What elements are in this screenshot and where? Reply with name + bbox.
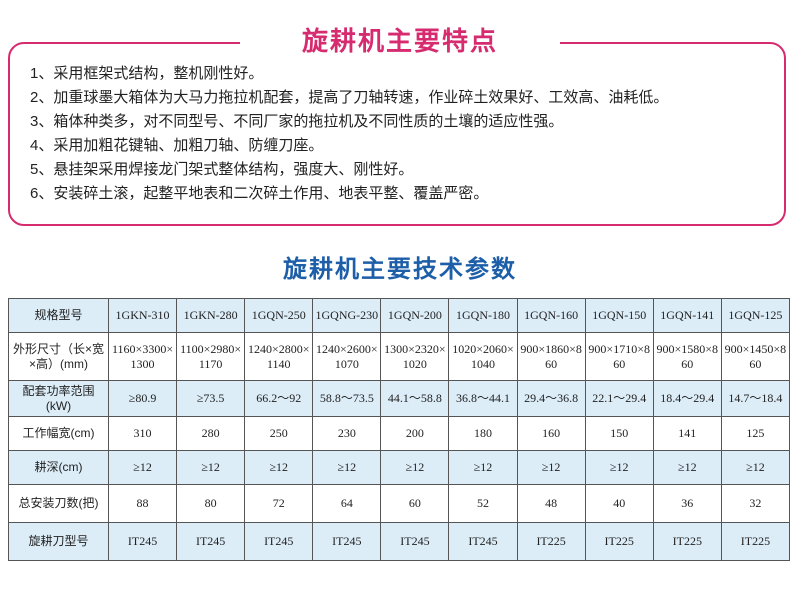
table-cell: 1300×2320×1020 xyxy=(380,332,450,381)
table-cell: 88 xyxy=(107,484,178,523)
table-cell: 900×1580×860 xyxy=(652,332,722,381)
table-cell: 1240×2600×1070 xyxy=(312,332,382,381)
table-cell: 280 xyxy=(176,416,246,451)
table-cell: ≥12 xyxy=(448,450,518,485)
table-cell: 1GQNG-230 xyxy=(312,298,382,333)
table-cell: 900×1710×860 xyxy=(584,332,654,381)
table-row: 规格型号 1GKN-310 1GKN-280 1GQN-250 1GQNG-230 1GQ… xyxy=(8,298,791,333)
table-cell: 1GKN-280 xyxy=(176,298,246,333)
table-cell: 36.8～44.1 xyxy=(448,380,518,417)
table-row: 工作幅宽(cm) 310 280 250 230 200 180 160 150 141 125 xyxy=(8,416,791,451)
feature-item: 2、加重球墨大箱体为大马力拖拉机配套，提高了刀轴转速，作业碎土效果好、工效高、油… xyxy=(30,89,669,106)
table-cell: 1100×2980×1170 xyxy=(176,332,246,381)
table-cell: ≥12 xyxy=(312,450,382,485)
row-label: 工作幅宽(cm) xyxy=(8,416,109,451)
table-cell: 32 xyxy=(720,484,791,523)
table-cell: 1GQN-125 xyxy=(720,298,791,333)
row-label: 耕深(cm) xyxy=(8,450,109,485)
row-label: 规格型号 xyxy=(8,298,109,333)
table-cell: 230 xyxy=(312,416,382,451)
specs-title: 旋耕机主要技术参数 xyxy=(283,254,517,283)
table-cell: 250 xyxy=(244,416,314,451)
table-cell: 900×1450×860 xyxy=(720,332,791,381)
table-cell: 64 xyxy=(312,484,382,523)
table-cell: 310 xyxy=(107,416,178,451)
table-cell: 14.7～18.4 xyxy=(720,380,791,417)
table-cell: 1240×2800×1140 xyxy=(244,332,314,381)
table-row: 旋耕刀型号 IT245 IT245 IT245 IT245 IT245 IT245 IT225… xyxy=(8,522,791,561)
table-row: 耕深(cm) ≥12 ≥12 ≥12 ≥12 ≥12 ≥12 ≥12 ≥12 ≥12 ≥12 xyxy=(8,450,791,485)
table-cell: 1020×2060×1040 xyxy=(448,332,518,381)
table-cell: 180 xyxy=(448,416,518,451)
table-cell: 48 xyxy=(516,484,586,523)
table-cell: ≥12 xyxy=(244,450,314,485)
table-cell: ≥12 xyxy=(516,450,586,485)
table-cell: 18.4～29.4 xyxy=(652,380,722,417)
table-cell: 1GQN-141 xyxy=(652,298,722,333)
table-cell: 66.2～92 xyxy=(244,380,314,417)
row-label: 外形尺寸（长×宽×高）(mm) xyxy=(8,332,109,381)
feature-item: 3、箱体种类多，对不同型号、不同厂家的拖拉机及不同性质的土壤的适应性强。 xyxy=(30,113,564,130)
table-row: 配套功率范围(kW) ≥80.9 ≥73.5 66.2～92 58.8～73.5 44.1… xyxy=(8,380,791,417)
table-cell: 125 xyxy=(720,416,791,451)
table-cell: 29.4～36.8 xyxy=(516,380,586,417)
table-cell: IT245 xyxy=(448,522,518,561)
table-cell: 52 xyxy=(448,484,518,523)
table-cell: IT245 xyxy=(176,522,246,561)
table-cell: 40 xyxy=(584,484,654,523)
feature-item: 6、安装碎土滚，起整平地表和二次碎土作用、地表平整、覆盖严密。 xyxy=(30,185,489,202)
table-cell: IT245 xyxy=(312,522,382,561)
table-cell: IT225 xyxy=(584,522,654,561)
table-cell: 160 xyxy=(516,416,586,451)
table-cell: 60 xyxy=(380,484,450,523)
feature-item: 4、采用加粗花键轴、加粗刀轴、防缠刀座。 xyxy=(30,137,324,154)
table-cell: 58.8～73.5 xyxy=(312,380,382,417)
table-cell: 1GQN-250 xyxy=(244,298,314,333)
table-cell: 80 xyxy=(176,484,246,523)
table-cell: IT245 xyxy=(380,522,450,561)
table-cell: ≥80.9 xyxy=(107,380,178,417)
feature-item: 1、采用框架式结构，整机刚性好。 xyxy=(30,65,264,82)
table-cell: 1GQN-160 xyxy=(516,298,586,333)
table-cell: ≥12 xyxy=(107,450,178,485)
table-cell: IT225 xyxy=(516,522,586,561)
table-cell: ≥12 xyxy=(652,450,722,485)
table-cell: 1GQN-150 xyxy=(584,298,654,333)
specs-table: 规格型号 1GKN-310 1GKN-280 1GQN-250 1GQNG-230 1GQ… xyxy=(8,298,791,561)
table-cell: 44.1～58.8 xyxy=(380,380,450,417)
table-cell: ≥12 xyxy=(380,450,450,485)
feature-item: 5、悬挂架采用焊接龙门架式整体结构，强度大、刚性好。 xyxy=(30,161,414,178)
row-label: 配套功率范围(kW) xyxy=(8,380,109,417)
table-cell: IT225 xyxy=(652,522,722,561)
table-cell: 150 xyxy=(584,416,654,451)
table-cell: ≥12 xyxy=(584,450,654,485)
table-row: 外形尺寸（长×宽×高）(mm) 1160×3300×1300 1100×2980×1… xyxy=(8,332,791,381)
table-cell: IT225 xyxy=(720,522,791,561)
row-label: 旋耕刀型号 xyxy=(8,522,109,561)
table-cell: 900×1860×860 xyxy=(516,332,586,381)
features-list: 1、采用框架式结构，整机刚性好。 2、加重球墨大箱体为大马力拖拉机配套，提高了刀轴… xyxy=(30,62,780,206)
table-row: 总安装刀数(把) 88 80 72 64 60 52 48 40 36 32 xyxy=(8,484,791,523)
table-cell: 1GQN-180 xyxy=(448,298,518,333)
table-cell: 22.1～29.4 xyxy=(584,380,654,417)
table-cell: ≥12 xyxy=(176,450,246,485)
table-cell: 1GQN-200 xyxy=(380,298,450,333)
table-cell: ≥73.5 xyxy=(176,380,246,417)
table-cell: 36 xyxy=(652,484,722,523)
table-cell: ≥12 xyxy=(720,450,791,485)
features-title: 旋耕机主要特点 xyxy=(240,26,560,58)
table-cell: 1160×3300×1300 xyxy=(107,332,178,381)
table-cell: 200 xyxy=(380,416,450,451)
row-label: 总安装刀数(把) xyxy=(8,484,109,523)
table-cell: 72 xyxy=(244,484,314,523)
table-cell: 1GKN-310 xyxy=(107,298,178,333)
table-cell: 141 xyxy=(652,416,722,451)
table-cell: IT245 xyxy=(107,522,178,561)
table-cell: IT245 xyxy=(244,522,314,561)
